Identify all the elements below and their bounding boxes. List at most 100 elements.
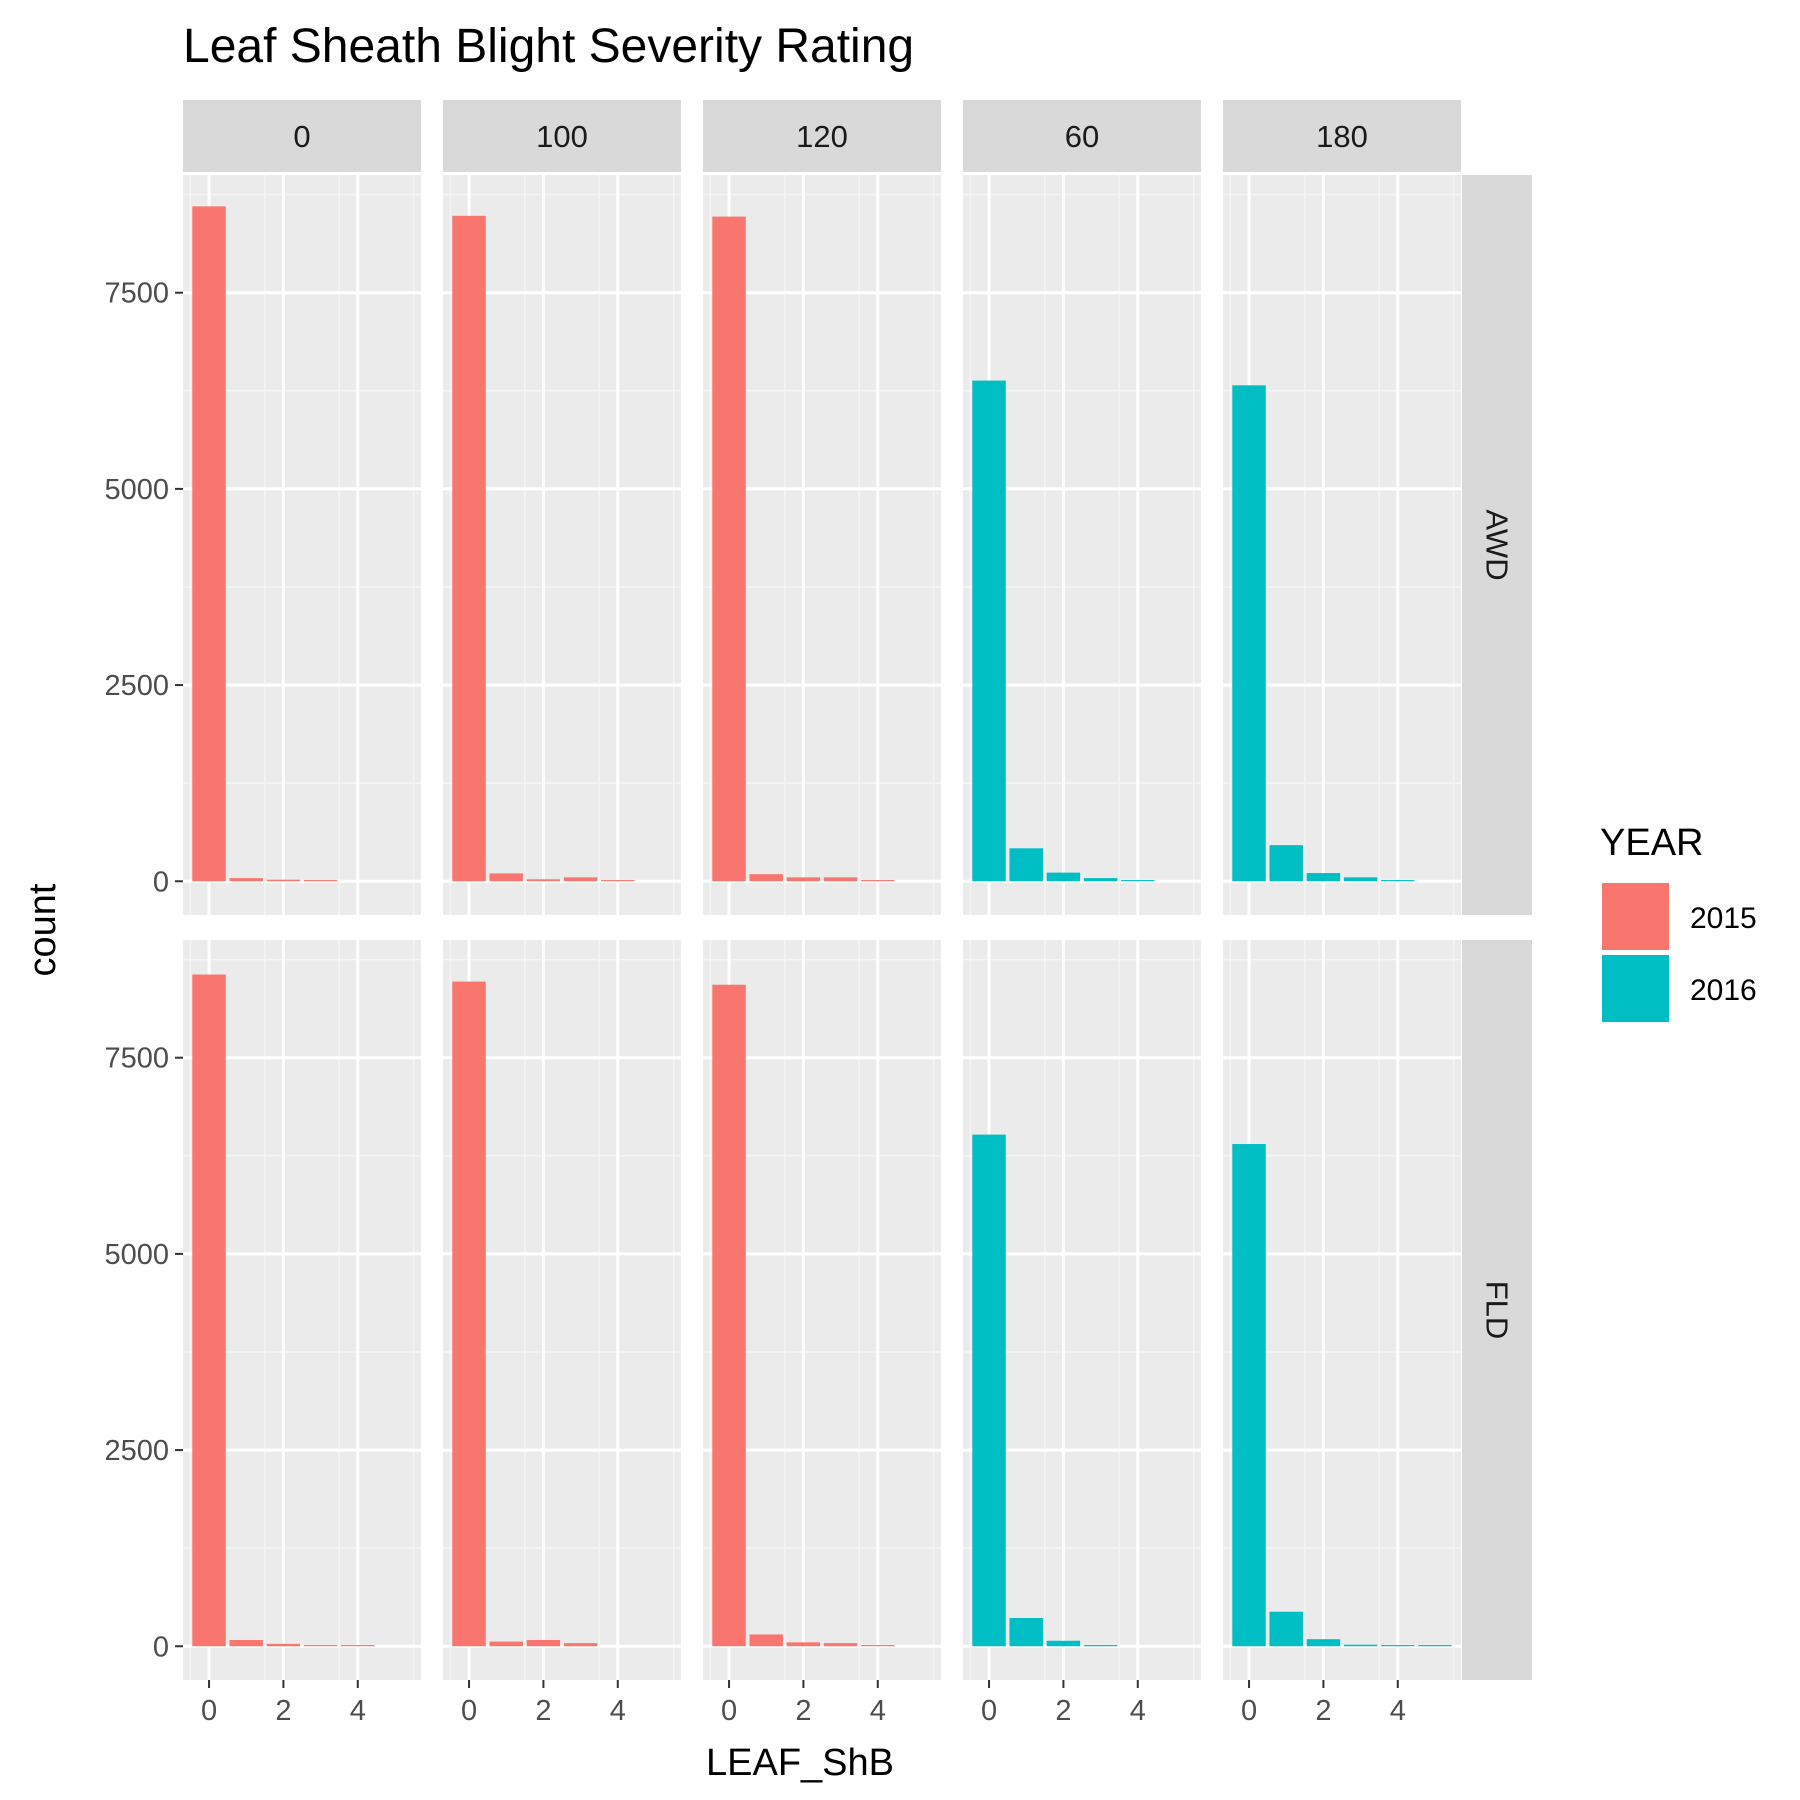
bar: [1418, 1645, 1452, 1647]
facet-panel: [703, 175, 941, 915]
bar: [1083, 1645, 1118, 1647]
bar: [1121, 880, 1155, 882]
bar: [563, 1643, 598, 1647]
bar: [303, 1645, 338, 1647]
facet-strip-column-label: 60: [1065, 119, 1099, 154]
bar: [266, 879, 301, 882]
bar: [229, 878, 263, 882]
bar: [972, 380, 1006, 882]
facet-strip-column-label: 0: [293, 119, 310, 154]
x-tick-label: 4: [1130, 1695, 1146, 1727]
facet-strip-column: [963, 100, 1201, 172]
facet-panel: [963, 175, 1201, 915]
legend-key-2016: [1602, 955, 1669, 1022]
bar: [1381, 880, 1415, 882]
bar: [823, 877, 858, 882]
legend-label-2015: 2015: [1690, 902, 1757, 935]
bar: [1232, 1144, 1266, 1647]
x-tick-label: 0: [1241, 1695, 1257, 1727]
bar: [1306, 1639, 1341, 1647]
facet-strip-column-label: 180: [1316, 119, 1368, 154]
facet-strip-row-label: FLD: [1480, 1281, 1515, 1340]
bar: [1046, 872, 1081, 882]
y-tick-label: 7500: [104, 278, 169, 310]
y-tick-label: 0: [153, 866, 169, 898]
bar: [786, 877, 821, 882]
y-tick-label: 5000: [104, 474, 169, 506]
facet-panel: [183, 175, 421, 915]
bar: [712, 216, 746, 882]
facet-panel: [1223, 175, 1461, 915]
facet-strip-column-label: 120: [796, 119, 848, 154]
x-axis-title: LEAF_ShB: [706, 1742, 894, 1784]
bar: [1009, 1618, 1043, 1647]
bar: [786, 1642, 821, 1647]
legend-label-2016: 2016: [1690, 974, 1757, 1007]
bar: [563, 877, 598, 882]
bar: [192, 974, 226, 1647]
bar: [452, 981, 486, 1647]
bar: [1343, 1644, 1378, 1647]
facet-strip-column: [443, 100, 681, 172]
facet-strip-row-label: AWD: [1480, 509, 1515, 580]
bar: [1269, 1611, 1303, 1647]
legend-key-2015: [1602, 883, 1669, 950]
facet-strip-column: [703, 100, 941, 172]
x-tick-label: 4: [870, 1695, 886, 1727]
bar: [749, 1634, 783, 1647]
bar: [229, 1639, 263, 1647]
x-tick-label: 2: [1315, 1695, 1331, 1727]
bar: [601, 880, 635, 882]
bar: [1009, 848, 1043, 882]
x-tick-label: 4: [350, 1695, 366, 1727]
facet-strip-column: [1223, 100, 1461, 172]
legend-title: YEAR: [1600, 822, 1703, 864]
y-tick-label: 2500: [104, 670, 169, 702]
x-tick-label: 0: [981, 1695, 997, 1727]
facet-panel: [443, 940, 681, 1680]
x-tick-label: 0: [461, 1695, 477, 1727]
bar: [861, 1645, 895, 1647]
x-tick-label: 0: [721, 1695, 737, 1727]
x-tick-label: 2: [795, 1695, 811, 1727]
facet-panel: [703, 940, 941, 1680]
x-tick-label: 4: [610, 1695, 626, 1727]
facet-grid: 0 100 120 60 180 AWD FLD: [183, 100, 1532, 1680]
legend: YEAR 2015 2016: [1600, 822, 1757, 1022]
bar: [1269, 845, 1303, 882]
x-tick-label: 0: [201, 1695, 217, 1727]
y-axis-group: 0 2500 5000 7500 0 2500 5000 7500: [104, 278, 183, 1663]
bar: [303, 880, 338, 882]
bar: [1232, 385, 1266, 882]
facet-strip-column: [183, 100, 421, 172]
bar: [1343, 877, 1378, 882]
bar: [341, 1645, 375, 1647]
x-tick-label: 2: [1055, 1695, 1071, 1727]
y-tick-label: 5000: [104, 1239, 169, 1271]
x-tick-label: 2: [275, 1695, 291, 1727]
y-axis-title: count: [22, 883, 64, 976]
y-tick-label: 7500: [104, 1043, 169, 1075]
facet-panel: [1223, 940, 1461, 1680]
bar: [712, 984, 746, 1647]
bar: [192, 206, 226, 882]
bar: [823, 1643, 858, 1647]
facet-strip-column-label: 100: [536, 119, 588, 154]
x-axis-group: 0 2 4 0 2 4 0 2 4 0 2 4 0 2 4: [201, 1680, 1406, 1727]
bar: [526, 1639, 561, 1647]
bar: [1046, 1640, 1081, 1647]
x-tick-label: 4: [1390, 1695, 1406, 1727]
bar: [489, 1641, 523, 1647]
bar: [266, 1643, 301, 1647]
bar: [452, 215, 486, 882]
bar: [1083, 878, 1118, 882]
facet-panel: [443, 175, 681, 915]
bar: [1306, 873, 1341, 882]
facet-panel: [183, 940, 421, 1680]
bar: [861, 880, 895, 882]
bar: [972, 1134, 1006, 1647]
x-tick-label: 2: [535, 1695, 551, 1727]
bar: [526, 879, 561, 882]
y-tick-label: 0: [153, 1631, 169, 1663]
